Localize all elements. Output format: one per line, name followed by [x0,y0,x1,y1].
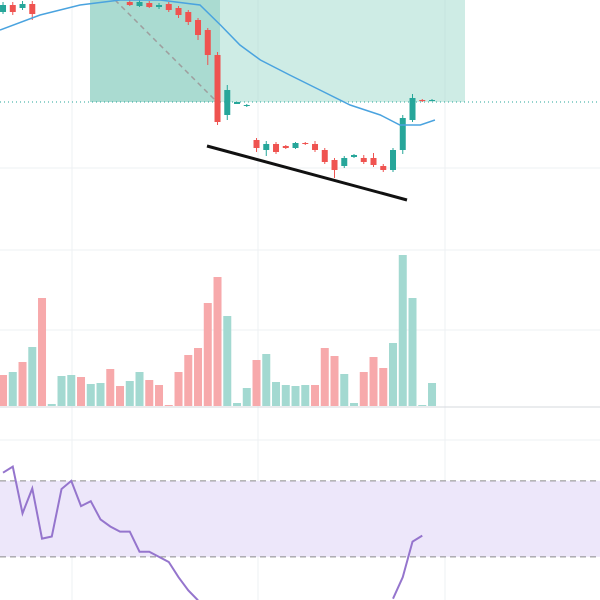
volume-bar [379,368,388,406]
candle-body [380,166,387,170]
volume-bar [47,404,56,406]
candle-body [390,150,397,170]
candle-body [409,98,416,120]
candle-body [243,105,250,106]
projection-line [114,0,216,101]
rsi-line [2,465,199,600]
volume-bar [18,362,27,406]
candle-body [224,90,231,115]
volume-bar [320,348,329,406]
candle-body [399,118,406,150]
volume-bar [8,372,17,406]
trend-line [206,144,408,202]
volume-bar [223,316,232,406]
entry-zone [90,0,220,102]
candle-body [204,30,211,55]
volume-bar [194,348,203,406]
candle-body [253,140,260,148]
volume-bar [350,403,359,406]
candle-body [146,3,153,7]
volume-bar [418,405,427,406]
candle-body [429,100,436,101]
candle-body [292,143,299,148]
volume-bar [281,385,290,406]
target-zone [90,0,465,102]
volume-bar [330,356,339,406]
candle-body [234,102,241,104]
candle-body [321,150,328,162]
volume-bar [301,385,310,406]
volume-bar [96,383,105,406]
volume-bar [106,369,115,406]
volume-bar [408,298,417,406]
candle-body [156,5,163,7]
volume-bar [38,298,47,406]
volume-pane [0,255,437,406]
candle-body [331,160,338,170]
volume-bar [145,380,154,406]
candle-body [195,20,202,35]
candle-body [165,4,172,10]
volume-bar [340,374,349,406]
volume-bar [389,343,398,406]
candle-body [341,158,348,166]
volume-bar [57,376,66,406]
candle-body [370,158,377,165]
volume-bar [164,405,173,406]
rsi-line [392,534,423,600]
candle-body [263,144,270,150]
volume-bar [77,377,86,406]
candle-body [0,5,7,12]
candle-body [273,144,280,152]
candle-body [282,146,289,148]
moving-average [0,0,436,126]
volume-bar [203,303,212,406]
volume-bar [291,386,300,406]
volume-bar [242,388,251,406]
volume-bar [86,384,95,406]
candle-body [29,4,36,14]
volume-bar [0,375,8,406]
volume-bar [252,360,261,406]
candle-body [175,8,182,15]
candle-body [136,2,143,6]
volume-bar [67,375,76,406]
rsi-band [0,480,600,557]
candle-body [312,144,319,150]
volume-bar [184,355,193,406]
volume-bar [125,381,134,406]
volume-bar [28,347,37,406]
volume-bar [398,255,407,406]
price-pane [0,0,436,178]
volume-bar [311,385,320,406]
candle-body [19,4,26,8]
rsi-pane [0,465,600,600]
volume-bar [428,383,437,406]
candle-body [185,12,192,22]
volume-bar [272,382,281,406]
candle-body [214,55,221,122]
volume-bar [155,385,164,406]
candle-body [360,158,367,162]
volume-bar [135,372,144,406]
volume-bar [369,357,378,406]
candle-body [351,155,358,157]
candle-body [419,100,426,101]
volume-bar [174,372,183,406]
volume-bar [213,277,222,406]
candle-body [126,2,133,5]
volume-bar [262,354,271,406]
volume-bar [233,403,242,406]
candle-body [302,143,309,144]
volume-bar [116,386,125,406]
candle-body [9,5,16,12]
volume-bar [359,372,368,406]
